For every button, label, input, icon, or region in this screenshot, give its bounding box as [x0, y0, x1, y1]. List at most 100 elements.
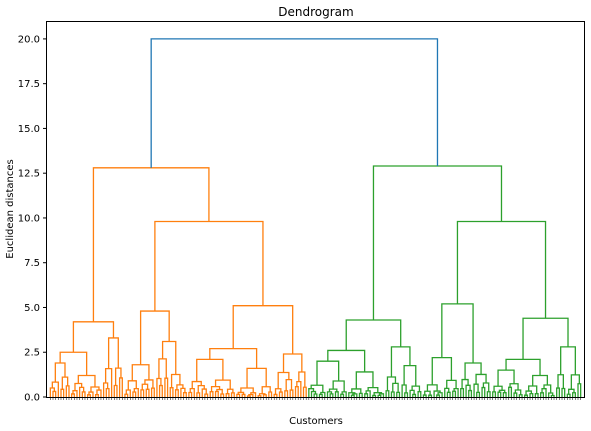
dendrogram-link-186 [560, 346, 576, 375]
dendrogram-link-21 [113, 384, 118, 397]
y-tick-label-2: 5.0 [24, 303, 40, 314]
dendrogram-link-109 [351, 388, 362, 394]
dendrogram-link-171 [528, 385, 538, 394]
dendrogram-link-180 [557, 374, 564, 389]
y-tick-label-5: 12.5 [18, 169, 40, 180]
dendrogram-link-73 [262, 394, 267, 397]
plot-area-frame [46, 21, 585, 398]
dendrogram-link-123 [404, 392, 409, 397]
chart-title: Dendrogram [278, 5, 353, 19]
dendrogram-link-156 [492, 391, 497, 397]
dendrogram-link-146 [468, 389, 473, 397]
dendrogram-link-66 [241, 393, 246, 397]
dendrogram-link-51 [204, 393, 209, 397]
dendrogram-link-113 [377, 394, 382, 397]
dendrogram-link-161 [508, 386, 513, 397]
merge-left-B2 [232, 305, 294, 355]
dendrogram-link-20 [104, 367, 113, 397]
dendrogram-link-55 [209, 391, 214, 397]
dendrogram-link-120 [396, 391, 401, 397]
dendrogram-link-166 [497, 369, 515, 387]
y-tick-label-1: 2.5 [24, 348, 40, 359]
dendrogram-link-94 [318, 393, 323, 397]
dendrogram-link-125 [412, 393, 417, 397]
dendrogram-link-147 [465, 384, 471, 397]
dendrogram-link-67 [237, 391, 245, 395]
dendrogram-link-42 [174, 389, 179, 397]
dendrogram-link-43 [182, 392, 187, 397]
dendrogram-link-71 [240, 387, 254, 393]
dendrogram-link-138 [426, 384, 438, 392]
merge-right [372, 165, 503, 321]
dendrogram-link-136 [437, 392, 443, 397]
dendrogram-link-121 [392, 382, 399, 393]
dendrogram-link-130 [390, 346, 411, 377]
dendrogram-link-155 [464, 362, 482, 380]
dendrogram-link-114 [378, 393, 385, 397]
dendrogram-link-29 [133, 387, 139, 397]
dendrogram-link-45 [176, 384, 184, 390]
dendrogram-link-9 [81, 391, 86, 397]
dendrogram-link-157 [497, 391, 502, 397]
dendrogram-link-135 [436, 394, 441, 397]
dendrogram-link-141 [452, 390, 457, 397]
dendrogram-link-170 [534, 393, 539, 397]
dendrogram-link-46 [170, 373, 181, 388]
dendrogram-link-10 [78, 386, 85, 397]
dendrogram-link-167 [524, 394, 529, 397]
dendrogram-link-6 [54, 362, 66, 383]
dendrogram-link-131 [327, 349, 366, 372]
dendrogram-link-7 [71, 393, 75, 397]
dendrogram-link-149 [476, 391, 481, 397]
dendrogram-link-100 [328, 388, 338, 392]
dendrogram-link-57 [220, 393, 225, 397]
y-axis-label: Euclidean distances [5, 159, 16, 258]
dendrogram-link-81 [284, 390, 289, 397]
dendrogram-link-97 [329, 393, 334, 397]
dendrogram-link-184 [577, 383, 582, 397]
dendrogram-link-52 [201, 388, 207, 397]
dendrogram-link-4 [65, 385, 70, 397]
dendrogram-link-162 [513, 392, 518, 397]
dendrogram-link-133 [428, 394, 433, 397]
dendrogram-link-111 [365, 390, 371, 397]
dendrogram-link-79 [278, 391, 283, 397]
dendrogram-link-89 [282, 353, 303, 373]
dendrogram-link-142 [453, 387, 459, 397]
dendrogram-link-53 [197, 384, 205, 393]
dendrogram-link-31 [140, 389, 145, 397]
dendrogram-link-105 [350, 394, 355, 397]
dendrogram-link-108 [358, 392, 363, 397]
dendrogram-links [49, 38, 582, 397]
y-tick-label-3: 7.5 [24, 258, 40, 269]
dendrogram-link-169 [525, 390, 533, 396]
dendrogram-link-19 [102, 382, 109, 397]
dendrogram-link-13 [88, 391, 94, 397]
dendrogram-link-37 [158, 384, 163, 397]
dendrogram-link-65 [236, 393, 241, 397]
y-tick-label-6: 15.0 [18, 124, 40, 135]
dendrogram-link-153 [482, 382, 490, 392]
dendrogram-link-144 [431, 356, 453, 385]
dendrogram-link-38 [156, 377, 162, 397]
dendrogram-link-158 [502, 392, 507, 397]
y-tick-label-0: 0.0 [24, 393, 40, 404]
y-tick-label-7: 17.5 [18, 79, 40, 90]
dendrogram-link-182 [572, 392, 576, 397]
y-tick-label-4: 10.0 [18, 213, 40, 224]
dendrogram-link-18 [105, 387, 110, 397]
dendrogram-link-132 [422, 394, 427, 397]
dendrogram-link-39 [164, 377, 169, 397]
dendrogram-link-80 [274, 388, 282, 395]
dendrogram-link-154 [475, 373, 487, 385]
dendrogram-link-50 [196, 392, 201, 397]
dendrogram-link-181 [566, 393, 571, 397]
y-axis-ticks: 0.0 2.5 5.0 7.5 10.0 12.5 15.0 17.5 20.0 [18, 34, 47, 404]
dendrogram-link-61 [230, 392, 235, 397]
dendrogram-link-27 [125, 389, 131, 397]
merge-right-A [345, 319, 402, 351]
dendrogram-link-160 [493, 385, 503, 392]
dendrogram-link-48 [188, 391, 193, 397]
dendrogram-link-32 [145, 388, 150, 397]
dendrogram-link-74 [258, 393, 266, 396]
